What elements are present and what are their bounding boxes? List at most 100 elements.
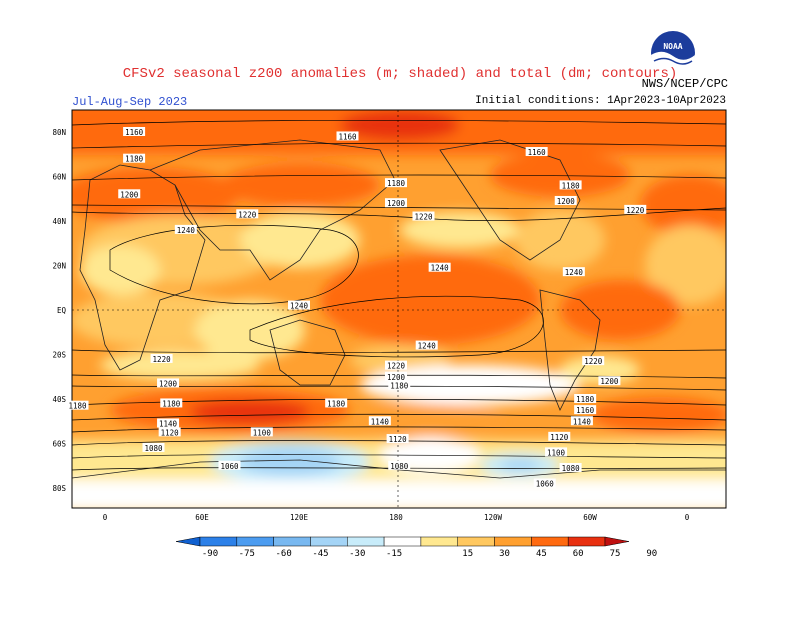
contour-label-text: 1180 (562, 181, 581, 190)
contour-label-text: 1200 (600, 377, 619, 386)
contour-label: 1200 (598, 376, 621, 386)
contour-label: 1200 (385, 371, 407, 382)
legend-tick-label: -60 (276, 549, 292, 559)
contour-label: 1240 (562, 267, 585, 277)
contour-label-text: 1180 (327, 399, 346, 408)
legend-tick-label: -30 (349, 549, 365, 559)
contour-label: 1140 (368, 416, 391, 426)
contour-label: 1080 (142, 442, 165, 453)
contour-label: 1220 (236, 209, 259, 219)
contour-label-text: 1200 (557, 197, 576, 206)
contour-label-text: 1240 (418, 342, 437, 351)
contour-label: 1120 (158, 427, 181, 437)
initial-conditions-label: Initial conditions: 1Apr2023-10Apr2023 (475, 95, 726, 107)
contour-label-text: 1180 (387, 179, 406, 188)
legend-tick-label: 45 (536, 549, 547, 559)
contour-label: 1100 (545, 447, 568, 457)
contour-label: 1180 (559, 180, 582, 190)
contour-label: 1200 (385, 198, 407, 208)
noaa-logo: NOAA (650, 30, 696, 77)
contour-label: 1160 (525, 147, 548, 157)
longitude-label: 180 (389, 513, 403, 522)
contour-label: 1220 (150, 353, 173, 364)
longitude-label: 120E (290, 513, 309, 522)
contour-label: 1160 (123, 127, 146, 137)
contour-label-text: 1120 (161, 428, 180, 437)
contour-label-text: 1080 (562, 464, 581, 473)
coastlines (72, 139, 726, 479)
legend-tick-label: -90 (202, 549, 218, 559)
longitude-label: 120W (484, 513, 503, 522)
contour-label: 1180 (385, 178, 407, 188)
legend-tick-label: 75 (610, 549, 621, 559)
contour-label: 1080 (559, 462, 582, 473)
legend-swatch (494, 536, 532, 547)
contour-label: 1120 (548, 431, 571, 442)
contour-label: 1120 (386, 434, 409, 444)
legend-swatch (457, 536, 495, 547)
contour-label-text: 1180 (390, 382, 409, 391)
contour-label-text: 1140 (371, 417, 390, 426)
contour-label: 1240 (288, 300, 310, 311)
contour-label-text: 1200 (387, 373, 406, 382)
latitude-label: 40S (52, 395, 66, 404)
legend-swatch (420, 536, 458, 547)
contour-label: 1220 (624, 204, 647, 215)
contour-label-text: 1220 (626, 206, 645, 215)
contour-label-text: 1080 (390, 462, 409, 471)
contour-label: 1180 (574, 394, 597, 404)
contour-label: 1200 (118, 189, 141, 199)
legend-tick-label: 30 (499, 549, 510, 559)
contour-label-text: 1240 (431, 264, 450, 273)
latitude-label: EQ (57, 306, 67, 315)
longitude-label: 60E (195, 513, 209, 522)
contour-label: 1180 (123, 153, 146, 164)
contour-label-text: 1160 (125, 128, 144, 137)
legend-tick-label: -75 (239, 549, 255, 559)
contour-label-text: 1180 (125, 155, 144, 164)
legend-arrow-right (604, 536, 630, 547)
contour-label: 1220 (412, 211, 435, 222)
contour-label: 1200 (157, 378, 180, 388)
contour-label: 1080 (388, 460, 411, 471)
legend-swatch (199, 536, 238, 547)
contour-label: 1240 (428, 262, 451, 273)
agency-label: NWS/NCEP/CPC (641, 77, 728, 91)
legend-swatch (310, 536, 348, 547)
contour-label-text: 1140 (573, 417, 592, 426)
contour-label-text: 1240 (177, 226, 196, 235)
color-legend: -90 -75 -60 -45 -30 -15 15 30 45 60 75 90 (175, 536, 657, 559)
contour-label-text: 1220 (238, 210, 257, 219)
contour-label: 1220 (385, 360, 407, 371)
legend-swatch (236, 536, 274, 547)
latitude-label: 60N (52, 173, 66, 182)
contour-label-text: 1160 (576, 406, 595, 415)
contour-label-text: 1220 (584, 357, 603, 366)
contour-label: 1060 (533, 478, 556, 489)
contour-label: 1220 (582, 356, 605, 366)
contour-label-text: 1160 (338, 132, 357, 141)
contour-label-text: 1160 (528, 148, 547, 157)
longitude-labels: 0 60E 120E 180 120W 60W 0 (103, 513, 690, 522)
contour-label-text: 1240 (565, 268, 584, 277)
longitude-label: 0 (685, 513, 690, 522)
contour-label: 1240 (415, 340, 438, 351)
contour-label: 1140 (157, 418, 180, 428)
contour-label-text: 1180 (162, 399, 181, 408)
contour-label-text: 1060 (536, 480, 555, 489)
latitude-labels: 80N 60N 40N 20N EQ 20S 40S 60S 80S (52, 128, 66, 493)
season-label: Jul-Aug-Sep 2023 (72, 95, 188, 109)
contour-label: 1180 (325, 398, 348, 408)
contour-label-text: 1200 (120, 190, 139, 199)
contour-label-text: 1220 (387, 362, 406, 371)
latitude-label: 60S (52, 440, 66, 449)
legend-arrow-left (175, 536, 201, 547)
contour-label-text: 1200 (159, 379, 178, 388)
legend-tick-label: 15 (462, 549, 473, 559)
contour-label-text: 1080 (144, 444, 163, 453)
contour-label: 1160 (336, 131, 359, 141)
legend-swatch (383, 536, 422, 547)
latitude-label: 20N (52, 262, 66, 271)
latitude-label: 80N (52, 128, 66, 137)
